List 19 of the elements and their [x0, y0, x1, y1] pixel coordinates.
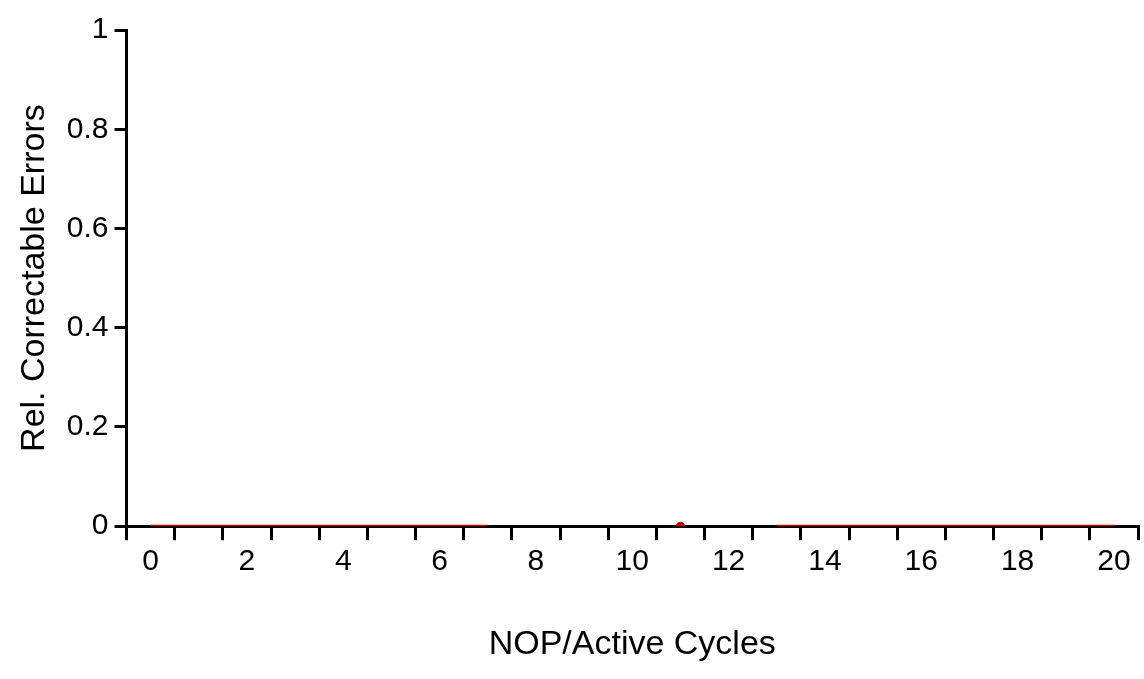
- x-tick-label: 18: [1000, 543, 1035, 577]
- y-tick-label: 1: [91, 11, 109, 45]
- x-tick-label: 10: [615, 543, 649, 577]
- y-tick-label: 0.6: [66, 209, 109, 243]
- x-tick-label: 0: [142, 543, 159, 577]
- y-tick-label: 0: [91, 507, 109, 541]
- x-tick-label: 12: [711, 543, 746, 577]
- x-tick-label: 2: [238, 543, 256, 577]
- x-tick-label: 6: [431, 543, 448, 577]
- x-axis-title: NOP/Active Cycles: [488, 622, 776, 661]
- y-tick-label: 0.2: [66, 408, 109, 442]
- y-tick-label: 0.8: [66, 110, 109, 144]
- x-tick-label: 14: [808, 543, 842, 577]
- x-tick-label: 16: [904, 543, 938, 577]
- x-tick-label: 8: [527, 543, 545, 577]
- x-tick-label: 20: [1097, 543, 1131, 577]
- y-axis-title: Rel. Correctable Errors: [12, 104, 51, 452]
- x-tick-label: 4: [334, 543, 352, 577]
- y-tick-label: 0.4: [66, 308, 109, 342]
